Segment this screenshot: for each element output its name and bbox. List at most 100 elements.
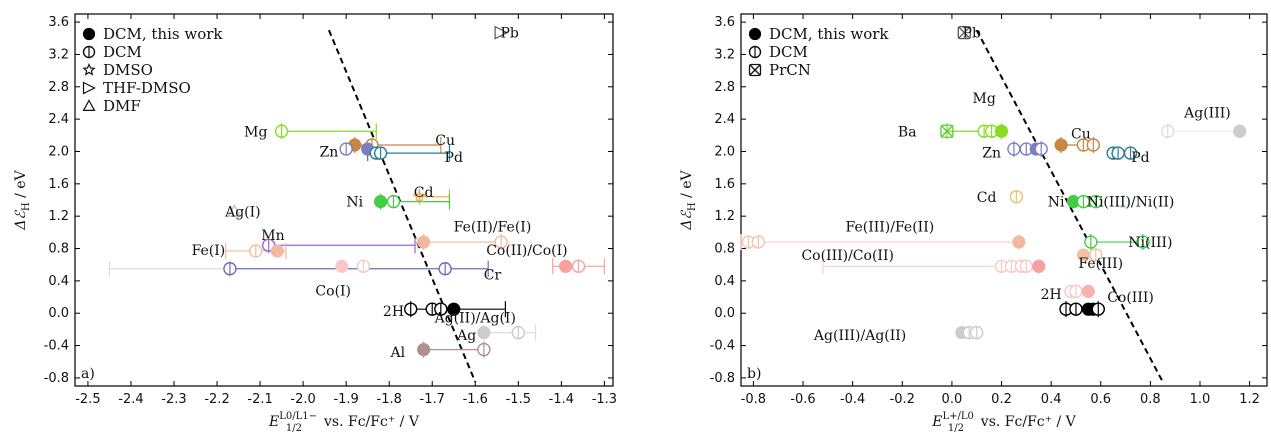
plot-frame (74, 13, 614, 387)
point-label: Fe(III)/Fe(II) (846, 220, 935, 236)
legend-marker (82, 81, 96, 95)
data-point (477, 342, 491, 357)
point-label: Cu (1071, 127, 1091, 143)
x-tick-label: -1.8 (377, 392, 402, 407)
x-tick-label: -2.3 (161, 392, 186, 407)
legend-marker (82, 45, 96, 59)
point-label: 2H (1041, 287, 1062, 303)
data-point (1136, 235, 1150, 249)
point-label: Pb (963, 26, 981, 42)
point-label: Co(III) (1107, 290, 1154, 306)
data-point (571, 259, 586, 274)
data-point (1086, 138, 1101, 152)
data-point (373, 195, 388, 209)
point-label: Ni (1048, 195, 1065, 211)
point-label: Cd (414, 185, 434, 201)
y-tick-label: 3.6 (714, 15, 735, 30)
y-tick-label: 1.6 (48, 177, 69, 192)
square-outline (957, 25, 971, 40)
point-label: Al (390, 345, 406, 361)
y-tick-label: 3.2 (48, 47, 69, 62)
x-tick-label: 0.4 (1041, 392, 1062, 407)
y-tick-label: 0.0 (48, 306, 69, 321)
data-point (1012, 235, 1026, 249)
y-tick-label: -0.8 (44, 371, 69, 386)
legend-label: DCM (103, 43, 142, 61)
data-point (386, 194, 401, 209)
y-tick-label: -0.4 (710, 339, 735, 354)
y-tick-label: 0.4 (714, 274, 735, 289)
legend-marker (82, 99, 96, 112)
point-label: Mn (261, 228, 284, 244)
square-outline (940, 124, 954, 138)
trend-line (328, 29, 477, 383)
data-point (270, 244, 284, 258)
point-label: Co(I) (315, 284, 351, 300)
point-label: Ag(III)/Ag(II) (813, 328, 906, 344)
y-tick-label: 0.4 (48, 274, 69, 289)
point-label: Ag (456, 328, 476, 344)
y-tick-label: 1.2 (48, 209, 69, 224)
data-point (404, 302, 418, 316)
x-tick-label: -0.2 (890, 392, 915, 407)
data-point (970, 325, 984, 340)
data-point (223, 262, 237, 276)
point-label: Co(III)/Co(II) (801, 248, 894, 264)
data-point (957, 25, 971, 40)
x-tick-label: -1.6 (463, 392, 488, 407)
x-tick-label: -2.0 (290, 392, 315, 407)
data-point (227, 204, 242, 217)
y-tick-label: -0.8 (710, 371, 735, 386)
data-point (1069, 284, 1083, 299)
plot-frame (740, 13, 1268, 387)
point-label: Ag(II)/Ag(I) (434, 310, 516, 326)
y-tick-label: 2.0 (48, 144, 69, 159)
legend-label: PrCN (769, 61, 811, 79)
x-tick-label: 1.2 (1239, 392, 1260, 407)
data-point (940, 124, 954, 138)
point-label: Cr (484, 267, 502, 283)
x-axis-label: EL+/L0 1/2 vs. Fc/Fc⁺ / V (931, 411, 1076, 434)
x-tick-label: 0.2 (991, 392, 1012, 407)
x-tick-label: -2.2 (204, 392, 229, 407)
legend-marker (82, 62, 96, 76)
cross-stroke (957, 26, 971, 40)
point-label: Ag(I) (224, 204, 261, 220)
point-label: Ba (898, 124, 917, 140)
legend-marker (748, 63, 762, 77)
data-point (335, 259, 349, 273)
point-label: Zn (320, 144, 339, 160)
legend-label: DMF (103, 97, 141, 115)
point-label: Ag(III) (1183, 106, 1231, 122)
x-tick-label: -0.4 (840, 392, 865, 407)
y-tick-label: 0.8 (714, 242, 735, 257)
point-label: Pd (445, 150, 463, 166)
data-point (1081, 284, 1095, 298)
data-point (434, 302, 448, 316)
y-axis-label: ΔℰH / eV (13, 169, 32, 230)
trend-line (975, 29, 1164, 383)
point-label: Pb (501, 26, 519, 42)
x-tick-label: 1.0 (1190, 392, 1211, 407)
x-tick-label: 0.6 (1090, 392, 1111, 407)
data-point (1091, 302, 1105, 316)
y-axis-label: ΔℰH / eV (679, 169, 698, 230)
x-tick-label: -1.5 (506, 392, 531, 407)
cross-stroke (940, 124, 954, 138)
x-tick-label: -2.1 (247, 392, 272, 407)
y-tick-label: 2.0 (714, 144, 735, 159)
point-label: 2H (383, 304, 404, 320)
data-point (1233, 124, 1247, 138)
x-tick-label: -2.5 (75, 392, 100, 407)
data-point (274, 124, 289, 138)
data-point (1089, 248, 1103, 262)
cross-stroke (749, 64, 761, 76)
data-point (1054, 138, 1068, 152)
point-label: Ni (346, 195, 363, 211)
x-tick-label: 0.8 (1140, 392, 1161, 407)
x-tick-label: -1.3 (592, 392, 617, 407)
point-label: Ni(III)/Ni(II) (1087, 195, 1175, 211)
y-tick-label: 2.4 (714, 112, 735, 127)
point-label: Cd (977, 190, 997, 206)
